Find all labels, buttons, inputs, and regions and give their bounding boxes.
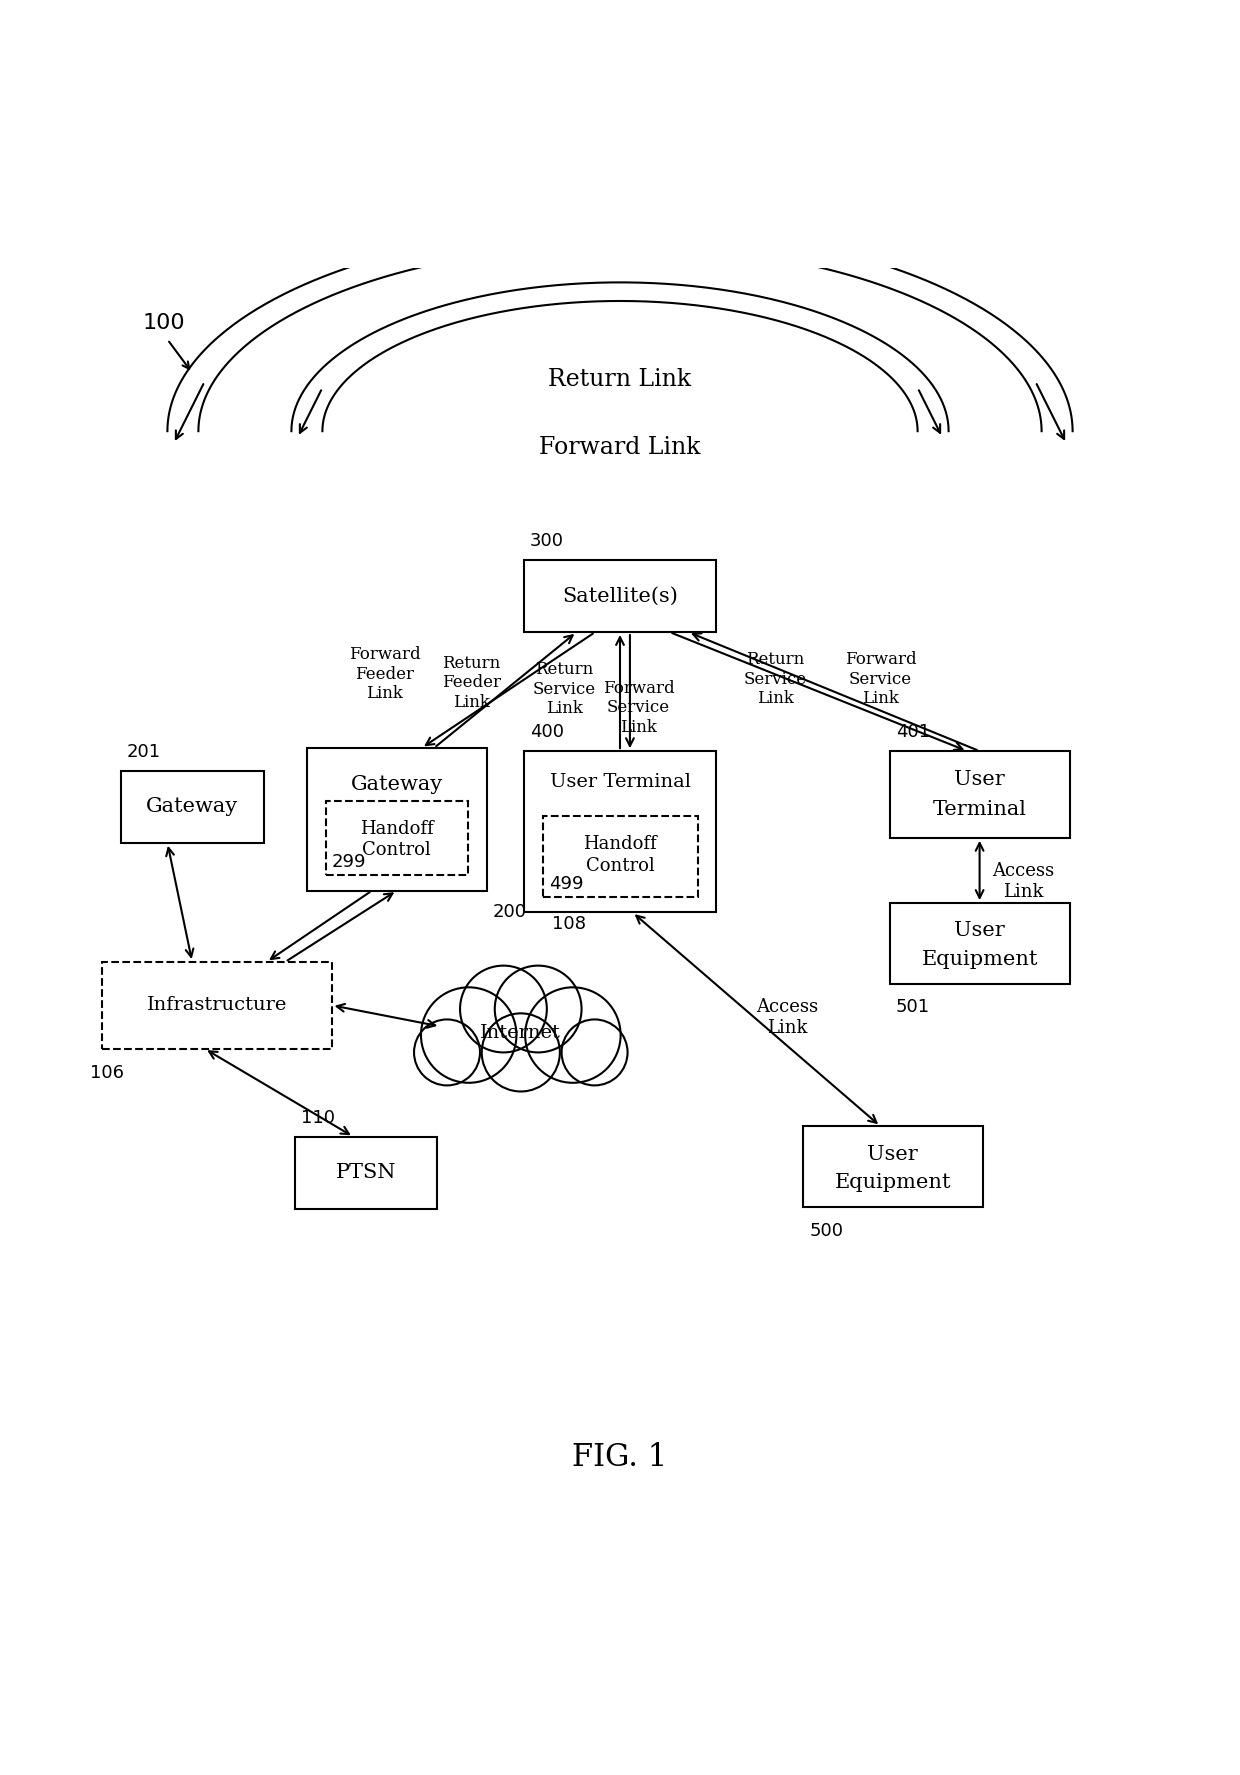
Text: Infrastructure: Infrastructure — [146, 996, 288, 1014]
Text: Forward
Service
Link: Forward Service Link — [844, 651, 916, 706]
Text: 501: 501 — [895, 999, 930, 1017]
Text: 401: 401 — [895, 722, 930, 742]
Bar — [523, 751, 717, 912]
Text: User: User — [955, 921, 1004, 941]
Circle shape — [414, 1019, 480, 1085]
Text: User: User — [868, 1145, 918, 1164]
Text: 106: 106 — [89, 1063, 124, 1081]
Text: 200: 200 — [494, 903, 527, 921]
Text: User Terminal: User Terminal — [549, 774, 691, 792]
Text: 299: 299 — [332, 854, 366, 872]
Text: 110: 110 — [300, 1109, 335, 1127]
Text: Access
Link: Access Link — [992, 863, 1054, 900]
Bar — [306, 747, 486, 891]
Text: 500: 500 — [808, 1221, 843, 1239]
Text: Forward
Feeder
Link: Forward Feeder Link — [348, 646, 420, 703]
Text: 300: 300 — [531, 532, 564, 550]
Circle shape — [562, 1019, 627, 1085]
Text: Terminal: Terminal — [932, 801, 1027, 818]
Text: Control: Control — [362, 841, 432, 859]
Text: FIG. 1: FIG. 1 — [573, 1443, 667, 1473]
Text: PTSN: PTSN — [336, 1163, 396, 1182]
Bar — [295, 1136, 438, 1209]
Bar — [804, 1125, 982, 1207]
Text: Control: Control — [585, 857, 655, 875]
Text: Return
Service
Link: Return Service Link — [744, 651, 806, 706]
Text: Gateway: Gateway — [146, 797, 238, 816]
Text: 108: 108 — [552, 916, 585, 934]
Bar — [102, 962, 331, 1049]
Text: Forward Link: Forward Link — [539, 437, 701, 458]
Circle shape — [526, 987, 621, 1083]
Bar — [122, 770, 263, 843]
Circle shape — [460, 966, 547, 1053]
Bar — [543, 816, 697, 896]
Text: Return Link: Return Link — [548, 367, 692, 390]
Bar — [890, 903, 1069, 983]
Text: Access
Link: Access Link — [756, 998, 818, 1037]
Text: Forward
Service
Link: Forward Service Link — [603, 680, 675, 737]
Text: Handoff: Handoff — [360, 820, 434, 838]
Text: 100: 100 — [143, 314, 185, 334]
Text: 400: 400 — [531, 722, 564, 742]
Text: Equipment: Equipment — [921, 950, 1038, 969]
Text: Satellite(s): Satellite(s) — [562, 586, 678, 605]
Text: Internet: Internet — [480, 1024, 562, 1042]
Text: Handoff: Handoff — [583, 834, 657, 854]
Text: User: User — [955, 770, 1004, 790]
Text: Return
Feeder
Link: Return Feeder Link — [441, 655, 501, 712]
Text: Gateway: Gateway — [351, 776, 443, 793]
Text: Equipment: Equipment — [835, 1173, 951, 1193]
Circle shape — [422, 987, 517, 1083]
Bar — [523, 561, 717, 632]
Bar — [890, 751, 1069, 838]
Text: 499: 499 — [549, 875, 583, 893]
Circle shape — [495, 966, 582, 1053]
Text: Return
Service
Link: Return Service Link — [533, 660, 595, 717]
Circle shape — [481, 1014, 560, 1092]
Bar — [325, 801, 469, 875]
Text: 201: 201 — [128, 744, 161, 761]
